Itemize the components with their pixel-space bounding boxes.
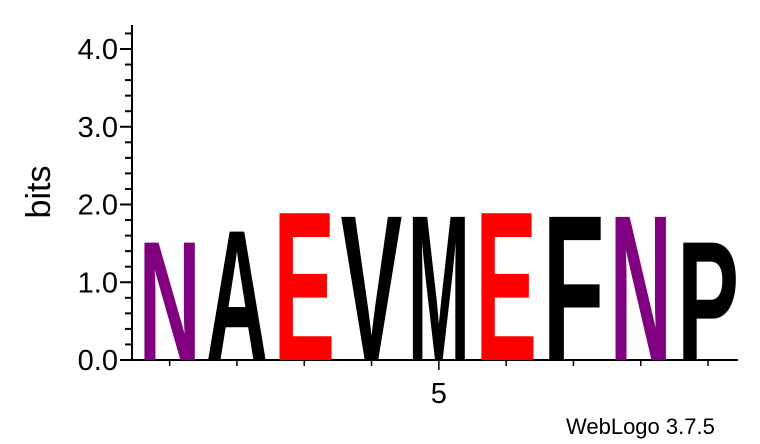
y-tick-label: 1.0 — [78, 267, 118, 299]
logo-letter-P-pos-9: P — [677, 207, 739, 397]
logo-letter: V — [341, 173, 403, 406]
y-axis: 0.0 1.0 2.0 3.0 4.0 — [78, 25, 133, 377]
logo-letter-N-pos-8: N — [610, 172, 672, 405]
y-tick-label: 3.0 — [78, 112, 118, 144]
y-tick-label: 2.0 — [78, 190, 118, 222]
weblogo-credit: WebLogo 3.7.5 — [566, 414, 715, 439]
logo-letter-E-pos-3: E — [273, 167, 335, 406]
logo-letter: A — [206, 192, 268, 400]
logo-letter: M — [408, 174, 470, 406]
logo-letter-A-pos-2: A — [206, 192, 268, 400]
y-tick-label: 4.0 — [78, 34, 118, 66]
logo-letter: P — [677, 207, 739, 397]
logo-letter: E — [475, 167, 537, 406]
logo-letter: F — [542, 172, 604, 405]
logo-letter-E-pos-6: E — [475, 167, 537, 406]
logo-letter: N — [139, 206, 201, 397]
logo-letter: N — [610, 172, 672, 405]
logo-letter-M-pos-5: M — [408, 174, 470, 406]
y-tick-label: 0.0 — [78, 345, 118, 377]
x-axis: 5 — [132, 359, 738, 410]
x-tick-label: 5 — [431, 378, 447, 410]
logo-letter: E — [273, 167, 335, 406]
logo-letter-V-pos-4: V — [341, 173, 403, 406]
y-axis-title: bits — [20, 166, 58, 219]
logo-letter-N-pos-1: N — [139, 206, 201, 397]
logo-letter-F-pos-7: F — [542, 172, 604, 405]
